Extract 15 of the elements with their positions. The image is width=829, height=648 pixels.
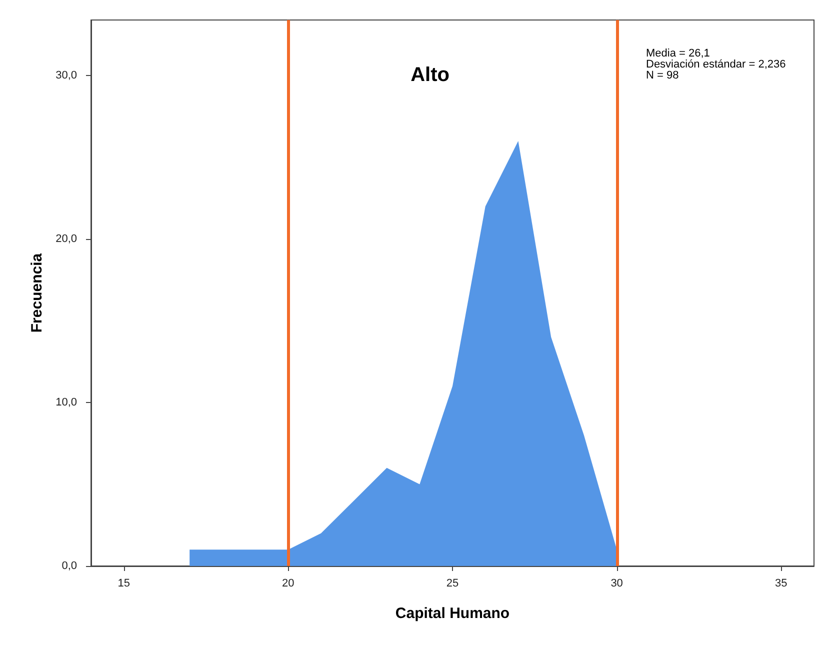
y-tick-label: 10,0	[56, 396, 77, 409]
y-axis-title: Frecuencia	[28, 252, 46, 333]
x-tick-label: 30	[610, 578, 623, 590]
annotation: N = 98	[646, 70, 679, 82]
x-tick-label: 25	[446, 578, 459, 590]
y-tick-label: 0,0	[62, 560, 77, 572]
x-tick-label: 20	[282, 578, 294, 590]
annotation: Media = 26,1	[646, 48, 710, 60]
y-tick-label: 20,0	[56, 233, 77, 246]
annotation: Desviación estándar = 2,236	[646, 58, 786, 70]
x-tick-label: 35	[775, 578, 788, 590]
x-axis-title: Capital Humano	[395, 605, 510, 622]
y-tick-label: 30,0	[56, 70, 77, 82]
x-tick-label: 15	[118, 578, 130, 590]
text: Alto	[410, 64, 450, 86]
